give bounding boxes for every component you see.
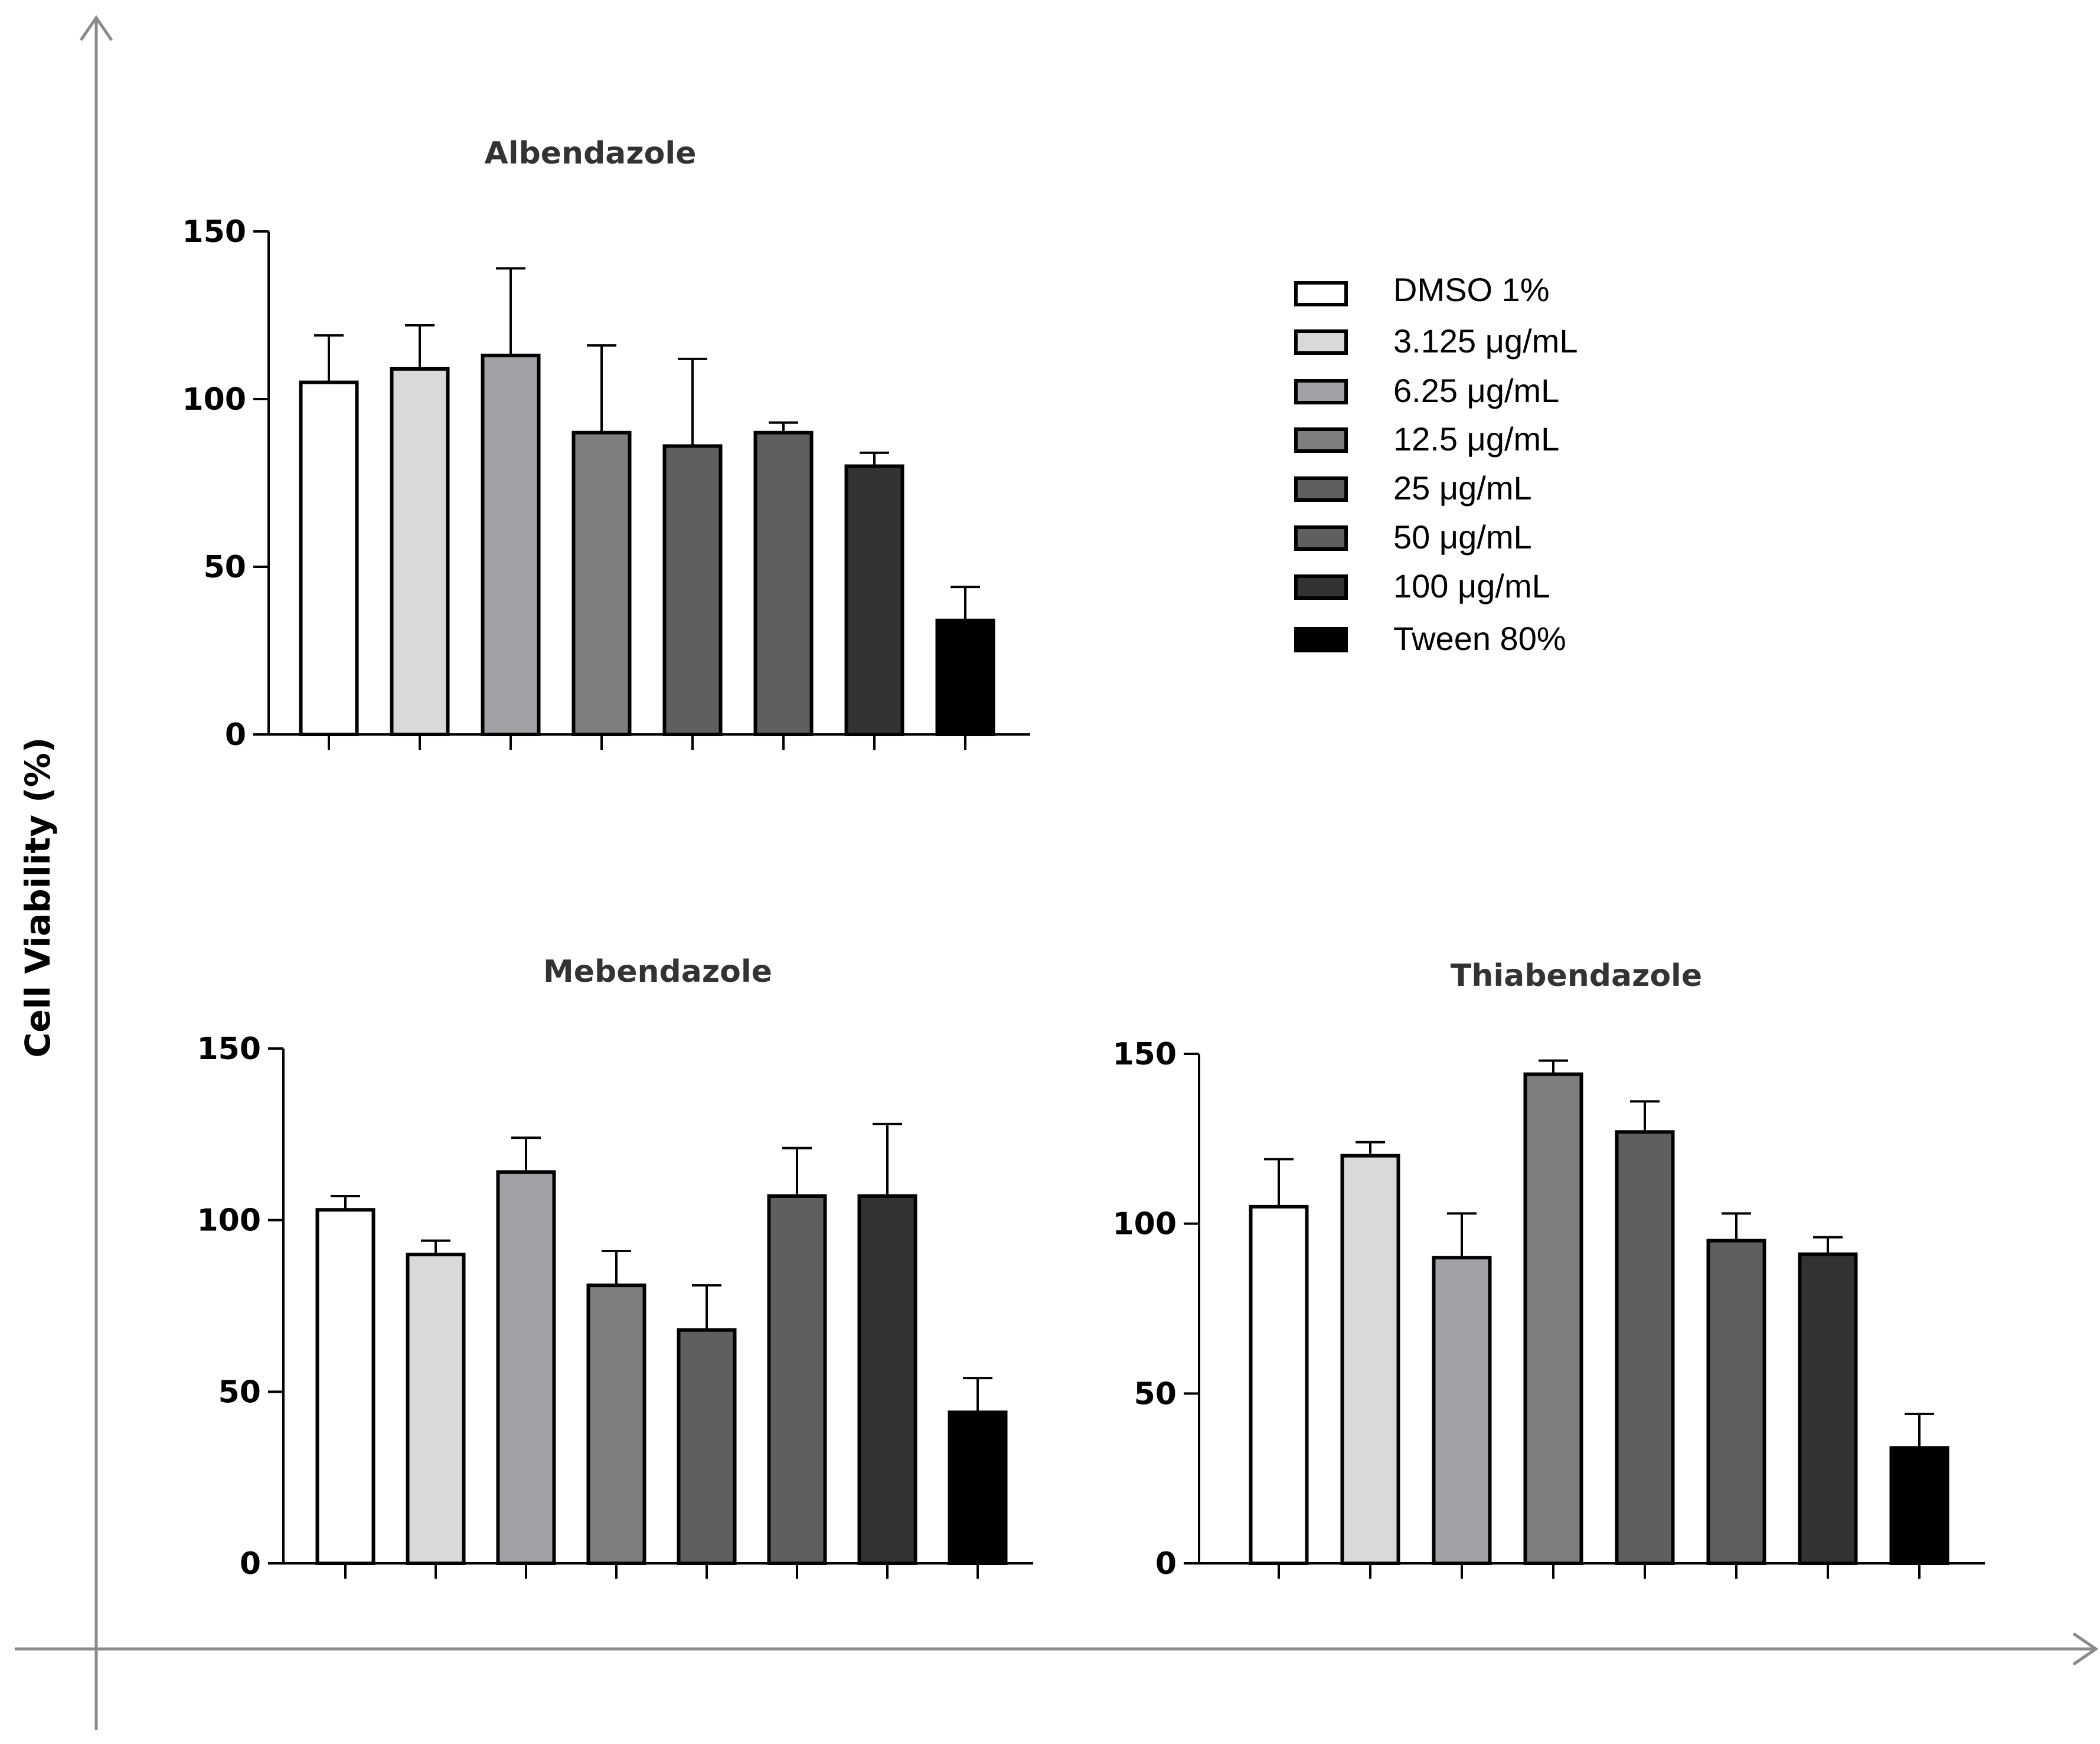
bar bbox=[1615, 1130, 1675, 1565]
legend-swatch bbox=[1294, 329, 1348, 355]
figure-y-arrowhead bbox=[79, 15, 113, 41]
chart-title-albendazole: Albendazole bbox=[485, 136, 697, 171]
bar bbox=[1798, 1252, 1858, 1566]
legend-item: 3.125 μg/mL bbox=[1294, 322, 1578, 360]
bar bbox=[677, 1328, 737, 1566]
bar bbox=[1523, 1072, 1583, 1565]
legend-label: DMSO 1% bbox=[1393, 271, 1550, 308]
legend: DMSO 1% 3.125 μg/mL 6.25 μg/mL 12.5 μg/m… bbox=[1294, 271, 1578, 657]
bar bbox=[315, 1208, 375, 1565]
y-tick-label: 150 bbox=[182, 214, 246, 250]
chart-title-thiabendazole: Thiabendazole bbox=[1451, 958, 1702, 994]
plot-thiabendazole: 0 50 100 150 bbox=[1112, 1037, 1985, 1582]
figure-y-axis-label: Cell Viability (%) bbox=[18, 737, 58, 1058]
bar bbox=[948, 1410, 1008, 1566]
y-tick-label: 100 bbox=[1112, 1207, 1177, 1242]
bar bbox=[571, 430, 632, 736]
y-tick-label: 50 bbox=[218, 1374, 261, 1410]
figure-frame bbox=[15, 15, 2099, 1730]
y-tick-label: 150 bbox=[197, 1031, 261, 1067]
legend-item: 12.5 μg/mL bbox=[1294, 420, 1559, 458]
panel-albendazole: Albendazole 0 50 100 150 bbox=[182, 136, 1030, 753]
plot-mebendazole: 0 50 100 150 bbox=[197, 1031, 1033, 1582]
legend-label: 6.25 μg/mL bbox=[1393, 372, 1559, 409]
bar bbox=[1889, 1446, 1949, 1566]
bar bbox=[767, 1194, 827, 1566]
legend-label: 50 μg/mL bbox=[1393, 518, 1532, 556]
legend-label: 100 μg/mL bbox=[1393, 567, 1550, 605]
y-tick-label: 50 bbox=[1134, 1376, 1177, 1412]
bar bbox=[481, 354, 541, 736]
y-tick-label: 0 bbox=[1155, 1546, 1177, 1582]
y-tick-label: 0 bbox=[225, 717, 246, 753]
panel-thiabendazole: Thiabendazole 0 50 100 150 bbox=[1112, 958, 1985, 1582]
bar bbox=[753, 430, 814, 736]
figure-x-arrowhead bbox=[2072, 1632, 2099, 1666]
legend-item: DMSO 1% bbox=[1294, 271, 1550, 308]
bar bbox=[406, 1252, 466, 1566]
y-tick-label: 150 bbox=[1112, 1037, 1177, 1072]
bar bbox=[857, 1194, 917, 1566]
y-tick-label: 100 bbox=[182, 382, 246, 417]
bar bbox=[662, 444, 723, 737]
legend-swatch bbox=[1294, 427, 1348, 453]
legend-swatch bbox=[1294, 525, 1348, 551]
bar bbox=[299, 380, 359, 736]
legend-swatch bbox=[1294, 476, 1348, 502]
legend-item: 100 μg/mL bbox=[1294, 567, 1550, 605]
legend-swatch bbox=[1294, 627, 1348, 652]
legend-swatch bbox=[1294, 574, 1348, 600]
y-tick-label: 100 bbox=[197, 1203, 261, 1239]
legend-label: 25 μg/mL bbox=[1393, 469, 1532, 507]
bar bbox=[1249, 1204, 1309, 1565]
legend-label: 3.125 μg/mL bbox=[1393, 322, 1578, 360]
bar bbox=[586, 1283, 646, 1566]
legend-label: 12.5 μg/mL bbox=[1393, 420, 1559, 458]
legend-label: Tween 80% bbox=[1393, 620, 1566, 657]
bar bbox=[390, 367, 450, 736]
legend-item: 50 μg/mL bbox=[1294, 518, 1532, 556]
bar bbox=[496, 1170, 556, 1565]
legend-item: 6.25 μg/mL bbox=[1294, 372, 1559, 409]
y-tick-label: 0 bbox=[240, 1546, 261, 1582]
panel-mebendazole: Mebendazole 0 50 100 150 bbox=[197, 954, 1033, 1582]
legend-item: Tween 80% bbox=[1294, 620, 1566, 657]
bar bbox=[935, 618, 995, 736]
bar bbox=[1340, 1154, 1400, 1565]
plot-albendazole: 0 50 100 150 bbox=[182, 214, 1030, 753]
chart-title-mebendazole: Mebendazole bbox=[543, 954, 772, 989]
bar bbox=[1432, 1256, 1492, 1565]
bar bbox=[1706, 1239, 1766, 1565]
legend-swatch bbox=[1294, 281, 1348, 306]
legend-item: 25 μg/mL bbox=[1294, 469, 1532, 507]
legend-swatch bbox=[1294, 379, 1348, 404]
y-tick-label: 50 bbox=[204, 550, 246, 585]
bar bbox=[844, 464, 904, 736]
